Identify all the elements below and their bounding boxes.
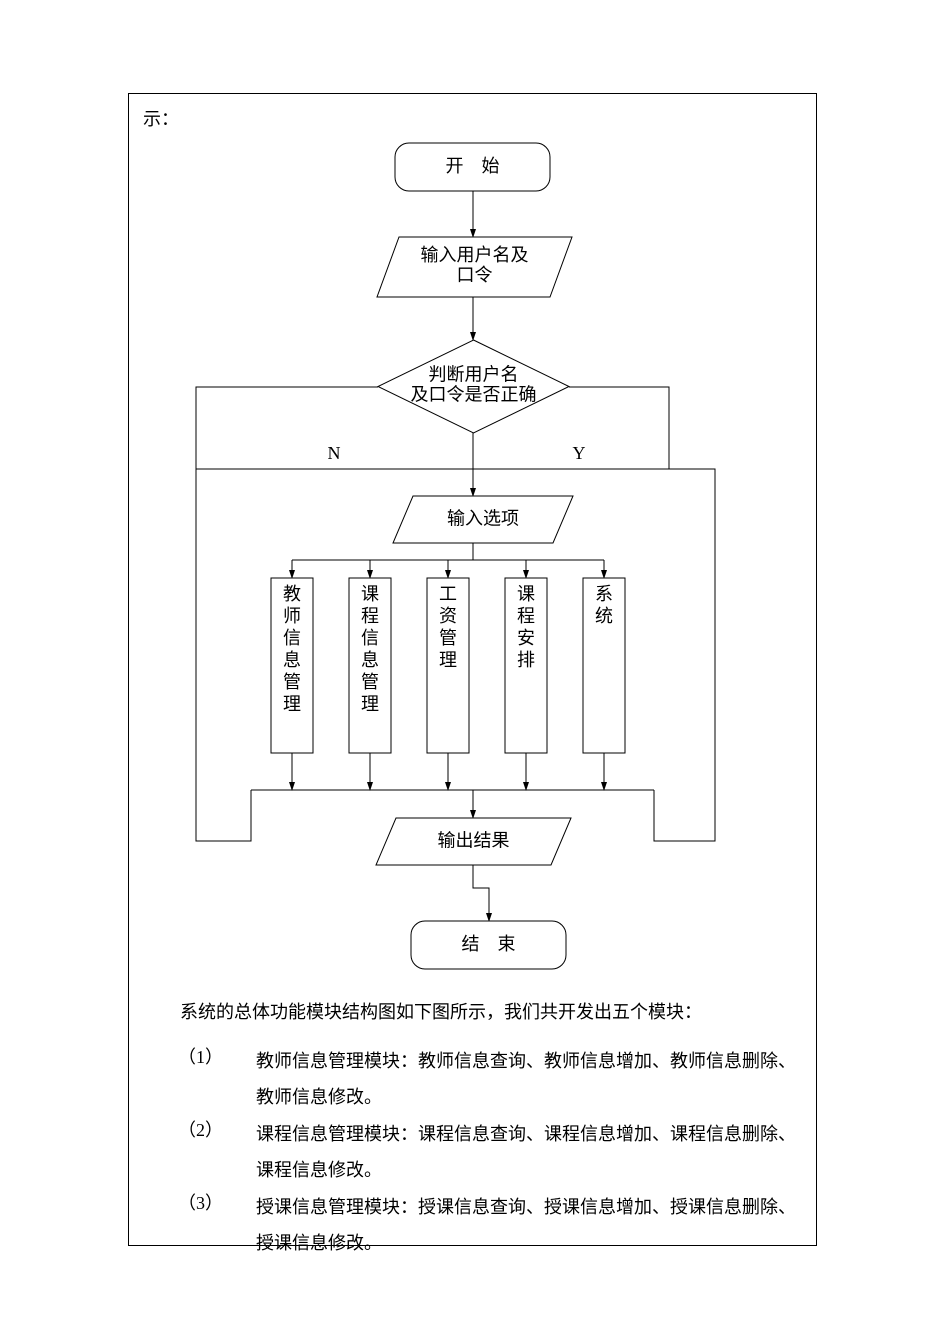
svg-text:程: 程	[361, 606, 379, 626]
svg-text:理: 理	[361, 694, 379, 714]
svg-text:N: N	[328, 443, 341, 463]
paragraph-intro: 系统的总体功能模块结构图如下图所示，我们共开发出五个模块：	[180, 998, 800, 1027]
item-1-text: 教师信息管理模块：教师信息查询、教师信息增加、教师信息删除、教师信息修改。	[256, 1043, 798, 1115]
svg-text:Y: Y	[573, 443, 586, 463]
svg-text:课: 课	[517, 584, 535, 604]
svg-text:管: 管	[283, 672, 301, 692]
svg-text:教: 教	[283, 584, 301, 604]
svg-text:课: 课	[361, 584, 379, 604]
svg-text:输入选项: 输入选项	[447, 509, 519, 529]
svg-text:息: 息	[361, 650, 379, 670]
item-1-num: （1）	[178, 1043, 223, 1069]
svg-text:资: 资	[439, 606, 457, 626]
svg-text:安: 安	[517, 628, 535, 648]
svg-text:统: 统	[595, 606, 613, 626]
svg-text:及口令是否正确: 及口令是否正确	[411, 385, 537, 405]
svg-text:结 束: 结 束	[462, 934, 516, 954]
svg-text:输出结果: 输出结果	[438, 831, 510, 851]
svg-text:信: 信	[283, 628, 301, 648]
svg-text:判断用户名: 判断用户名	[429, 365, 519, 385]
item-2-text: 课程信息管理模块：课程信息查询、课程信息增加、课程信息删除、课程信息修改。	[256, 1116, 798, 1188]
svg-text:息: 息	[283, 650, 301, 670]
svg-text:系: 系	[595, 584, 613, 604]
svg-text:管: 管	[361, 672, 379, 692]
item-3-text: 授课信息管理模块：授课信息查询、授课信息增加、授课信息删除、授课信息修改。	[256, 1189, 798, 1261]
svg-text:理: 理	[283, 694, 301, 714]
svg-text:理: 理	[439, 650, 457, 670]
svg-text:开 始: 开 始	[446, 156, 500, 176]
svg-text:口令: 口令	[457, 265, 493, 285]
svg-text:师: 师	[283, 606, 301, 626]
svg-text:输入用户名及: 输入用户名及	[421, 245, 529, 265]
item-2-num: （2）	[178, 1116, 223, 1142]
page: 示： 开 始输入用户名及口令判断用户名及口令是否正确输入选项教师信息管理课程信息…	[0, 0, 945, 1337]
svg-text:工: 工	[439, 584, 457, 604]
svg-text:排: 排	[517, 650, 535, 670]
svg-text:信: 信	[361, 628, 379, 648]
svg-text:程: 程	[517, 606, 535, 626]
svg-text:管: 管	[439, 628, 457, 648]
item-3-num: （3）	[178, 1189, 223, 1215]
